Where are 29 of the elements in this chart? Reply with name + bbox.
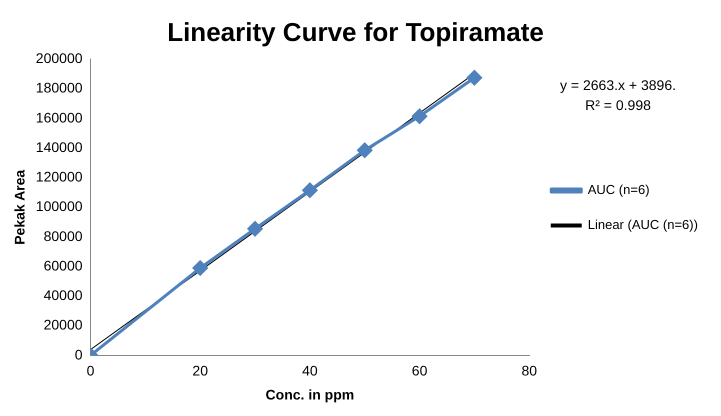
x-tick-label: 60 (412, 362, 428, 379)
y-tick-label: 200000 (36, 50, 83, 66)
x-tick-label: 40 (302, 362, 318, 379)
y-axis-title: Pekak Area (11, 170, 28, 245)
point (466, 70, 482, 86)
chart-title: Linearity Curve for Topiramate (167, 16, 544, 47)
point (248, 221, 263, 236)
y-tick-label: 60000 (44, 257, 83, 274)
legend-label: Linear (AUC (n=6)) (588, 217, 698, 232)
y-tick-label: 20000 (44, 316, 83, 333)
x-axis-title: Conc. in ppm (266, 386, 354, 402)
x-tick-label: 80 (521, 362, 538, 379)
point (302, 182, 318, 198)
y-tick-label: 180000 (36, 80, 83, 96)
y-tick-label: 100000 (36, 198, 83, 214)
point (412, 108, 428, 124)
y-tick-label: 80000 (44, 228, 83, 244)
y-tick-label: 160000 (36, 109, 83, 126)
legend-label: AUC (n=6) (588, 182, 650, 198)
text: R² = 0.998 (585, 97, 652, 113)
x-tick-label: 0 (86, 362, 95, 379)
y-tick-label: 40000 (44, 287, 83, 304)
x-tick-label: 20 (192, 362, 208, 379)
text: y = 2663.x + 3896. (560, 77, 676, 93)
point (192, 260, 208, 276)
y-tick-label: 0 (74, 346, 83, 362)
y-tick-label: 120000 (36, 168, 83, 185)
point (357, 142, 372, 158)
y-tick-label: 140000 (36, 138, 83, 155)
